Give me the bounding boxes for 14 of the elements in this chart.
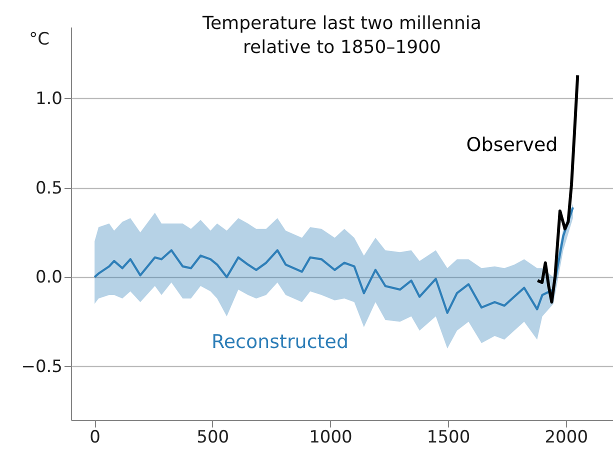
- x-tick-label: 1000: [309, 428, 352, 448]
- y-tick-label: −0.5: [21, 356, 62, 377]
- chart-title: Temperature last two millennia relative to 1850–1900: [202, 13, 482, 58]
- x-tick-label: 2000: [544, 428, 588, 448]
- text: Reconstructed: [212, 331, 348, 353]
- line-series: [93, 206, 574, 314]
- y-tick-label: 0.0: [35, 268, 62, 288]
- x-tick-label: 1500: [426, 428, 470, 448]
- y-axis-title: °C: [29, 30, 50, 50]
- y-tick-label: 0.5: [35, 178, 62, 198]
- x-tick-label: 500: [196, 428, 230, 448]
- series-label: Observed: [466, 134, 558, 156]
- x-tick-label: 0: [90, 428, 100, 448]
- y-tick-label: 1.0: [35, 88, 62, 109]
